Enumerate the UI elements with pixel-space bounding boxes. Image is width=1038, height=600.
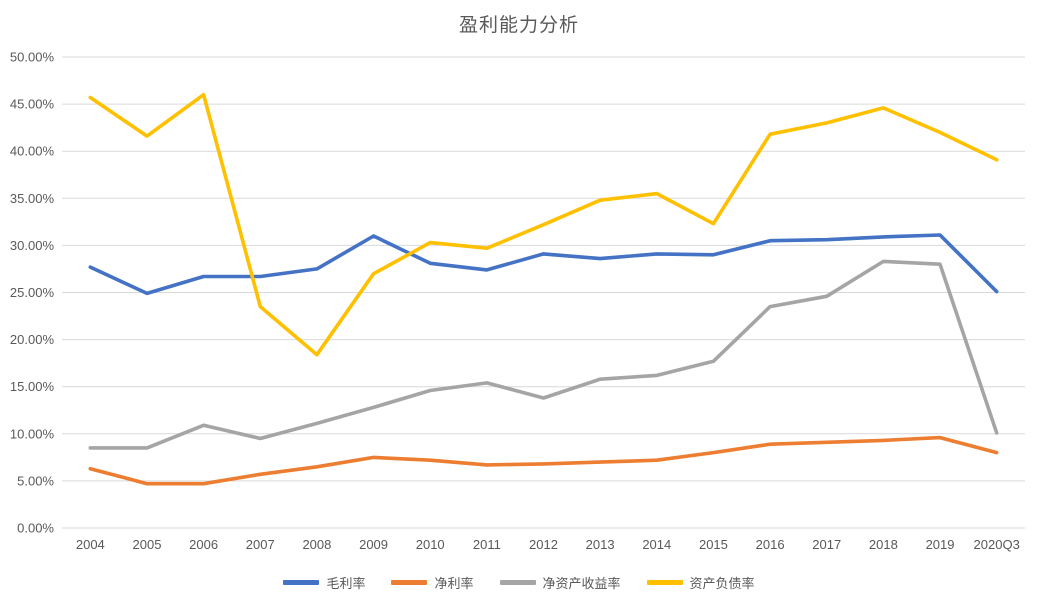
y-axis-tick-label: 0.00% (17, 521, 54, 536)
x-axis-tick-label: 2015 (699, 537, 728, 552)
y-axis-tick-label: 25.00% (10, 285, 55, 300)
series-line-return-on-equity (88, 259, 999, 450)
x-axis-tick-label: 2019 (926, 537, 955, 552)
x-axis-tick-label: 2007 (246, 537, 275, 552)
legend-item-gross-margin: 毛利率 (283, 573, 365, 592)
y-axis-tick-label: 45.00% (10, 97, 55, 112)
y-axis-tick-label: 40.00% (10, 144, 55, 159)
x-axis-tick-label: 2004 (76, 537, 105, 552)
x-axis-tick-label: 2017 (812, 537, 841, 552)
legend-line-swatch (646, 580, 683, 585)
x-axis-tick-label: 2018 (869, 537, 898, 552)
legend-label: 资产负债率 (689, 576, 755, 591)
legend-item-net-margin: 净利率 (391, 573, 474, 592)
x-axis-tick-label: 2012 (529, 537, 558, 552)
x-axis-tick-label: 2016 (756, 537, 785, 552)
x-axis-tick-label: 2011 (473, 537, 501, 552)
y-axis-tick-label: 20.00% (10, 332, 55, 347)
series-line-debt-to-asset-ratio (88, 92, 999, 357)
x-axis-tick-label: 2009 (359, 537, 388, 552)
x-axis-tick-label: 2020Q3 (974, 537, 1020, 552)
y-axis-tick-label: 30.00% (10, 238, 55, 253)
series-line-net-margin (88, 435, 999, 486)
x-axis-tick-label: 2013 (586, 537, 615, 552)
x-axis-tick-label: 2005 (133, 537, 162, 552)
legend-item-return-on-equity: 净资产收益率 (499, 573, 621, 592)
y-axis-tick-label: 50.00% (10, 50, 55, 65)
chart-title: 盈利能力分析 (458, 15, 579, 36)
legend-line-swatch (283, 580, 320, 585)
series-line-gross-margin (88, 233, 999, 296)
y-axis-tick-label: 35.00% (10, 191, 55, 206)
legend-item-debt-to-asset-ratio: 资产负债率 (646, 573, 755, 592)
legend-label: 毛利率 (326, 576, 366, 591)
legend-line-swatch (391, 580, 428, 585)
y-axis-tick-label: 5.00% (17, 473, 54, 488)
y-axis-tick-label: 15.00% (10, 379, 55, 394)
x-axis-tick-label: 2010 (416, 537, 445, 552)
x-axis-tick-label: 2006 (189, 537, 218, 552)
legend-label: 净利率 (434, 576, 474, 591)
legend-label: 净资产收益率 (542, 576, 621, 591)
x-axis-tick-label: 2014 (642, 537, 671, 552)
legend-line-swatch (499, 580, 536, 585)
y-axis-tick-label: 10.00% (10, 426, 55, 441)
chart-legend: 毛利率 净利率 净资产收益率 资产负债率 (0, 573, 1038, 592)
x-axis-tick-label: 2008 (302, 537, 331, 552)
